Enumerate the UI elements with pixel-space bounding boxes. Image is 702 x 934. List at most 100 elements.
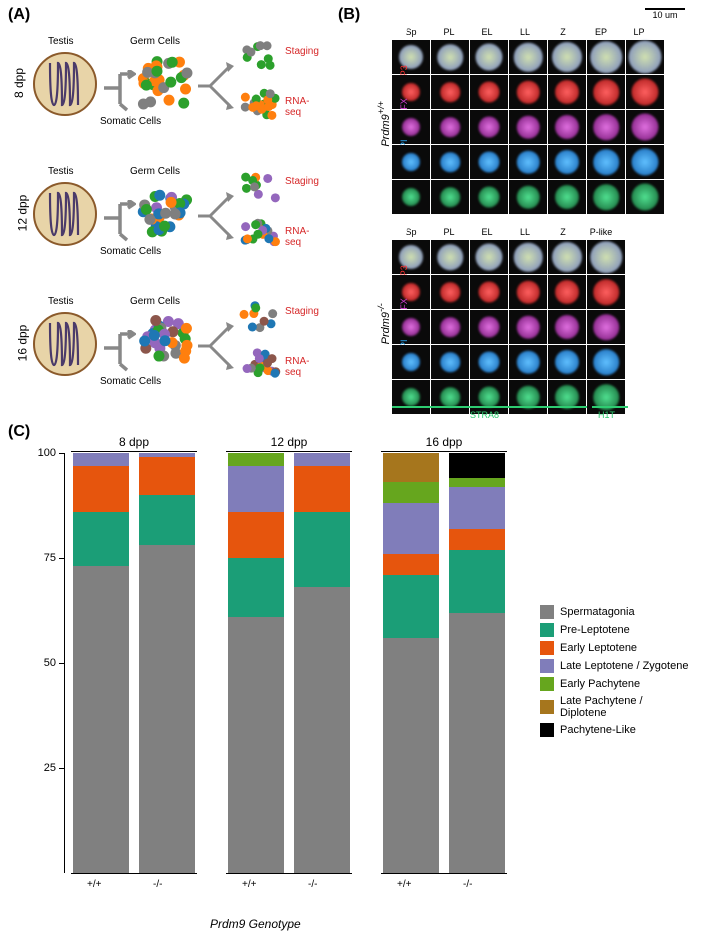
legend-item: Early Leptotene [540,641,692,655]
bar-segment [139,495,195,545]
swatch [540,677,554,691]
micro-cell [587,180,625,214]
fork-arrow-icon [102,200,136,245]
legend-label: Late Pachytene / Diplotene [560,695,692,719]
micro-cell [548,75,586,109]
micro-cell [431,240,469,274]
micro-cell [392,345,430,379]
micro-row [392,345,626,380]
staging-label: Staging [285,306,319,317]
micro-cell [509,180,547,214]
micro-cell [431,275,469,309]
bar-segment [228,512,284,558]
genotype-x-label: +/+ [87,879,101,890]
micro-cell [587,275,625,309]
mini-cluster-icon [238,346,278,378]
swatch [540,659,554,673]
micro-cell [626,75,664,109]
genotype-x-label: +/+ [397,879,411,890]
micro-cell [392,240,430,274]
stacked-bar [228,453,284,873]
bar-segment [228,558,284,617]
group-baseline [381,873,507,874]
micro-cell [470,345,508,379]
stage-col-header: Sp [392,227,430,237]
x-axis-title: Prdm9 Genotype [210,917,301,931]
fork-arrow-icon [102,70,136,115]
chart-area [65,453,515,873]
somatic-label: Somatic Cells [100,246,161,257]
micro-cell [392,380,430,414]
panel-c-label: (C) [8,423,30,441]
mini-cluster-icon [238,216,278,248]
scale-text: 10 um [645,10,685,20]
stage-col-header: Z [544,27,582,37]
micro-cell [392,180,430,214]
mini-cluster-icon [238,86,278,118]
micro-cell [587,75,625,109]
stage-col-header: EL [468,227,506,237]
swatch [540,700,554,714]
micro-cell [509,40,547,74]
genotype-x-label: -/- [153,879,162,890]
bar-segment [383,453,439,482]
dpp-row: 8 dppTestisSomatic CellsGerm CellsStagin… [10,26,310,151]
micro-cell [392,110,430,144]
group-baseline [226,873,352,874]
bar-segment [294,466,350,512]
micro-cell [509,145,547,179]
testis-label: Testis [48,296,74,307]
micro-cell [509,240,547,274]
micro-cell [470,310,508,344]
micro-cell [392,310,430,344]
stacked-bar [139,453,195,873]
legend-item: Spermatagonia [540,605,692,619]
micro-cell [470,145,508,179]
legend-label: Early Pachytene [560,678,640,690]
micro-cell [626,40,664,74]
rnaseq-label: RNA-seq [285,96,310,118]
micro-row [392,310,626,345]
group-line [381,451,507,452]
micro-cell [431,40,469,74]
legend-label: Early Leptotene [560,642,637,654]
panel-b: (B) 10 um SpPLELLLZEPLPMERGESYCP3γH2AFXD… [340,8,695,408]
bar-segment [139,453,195,457]
microscopy-grid: SpPLELLLZP-likeMERGESYCP3γH2AFXDAPIPrdm9… [392,226,626,415]
micro-cell [587,345,625,379]
dpp-row: 12 dppTestisSomatic CellsGerm CellsStagi… [10,156,310,281]
genotype-x-label: -/- [463,879,472,890]
stage-col-header: PL [430,227,468,237]
genotype-label: Prdm9+/+ [376,94,392,154]
micro-row [392,110,665,145]
micro-cell [431,145,469,179]
micro-row [392,240,626,275]
micro-cell [626,145,664,179]
somatic-label: Somatic Cells [100,376,161,387]
y-tick [59,663,64,664]
micro-cell [587,310,625,344]
mini-cluster-icon [238,38,278,70]
micro-cell [431,180,469,214]
y-tick [59,558,64,559]
testis-label: Testis [48,166,74,177]
germ-label: Germ Cells [130,296,180,307]
micro-cell [509,275,547,309]
micro-cell [431,310,469,344]
bar-segment [449,487,505,529]
bar-segment [73,512,129,567]
fork-arrow-icon [196,318,238,381]
y-tick-label: 100 [30,447,56,459]
rnaseq-label: RNA-seq [285,226,310,248]
micro-cell [392,275,430,309]
bar-segment [228,453,284,466]
bar-segment [449,529,505,550]
micro-cell [548,240,586,274]
scale-bar: 10 um [645,8,685,20]
bar-segment [294,453,350,466]
micro-cell [548,145,586,179]
y-tick [59,453,64,454]
stage-col-header: Sp [392,27,430,37]
testis-icon [32,51,98,117]
testis-label: Testis [48,36,74,47]
